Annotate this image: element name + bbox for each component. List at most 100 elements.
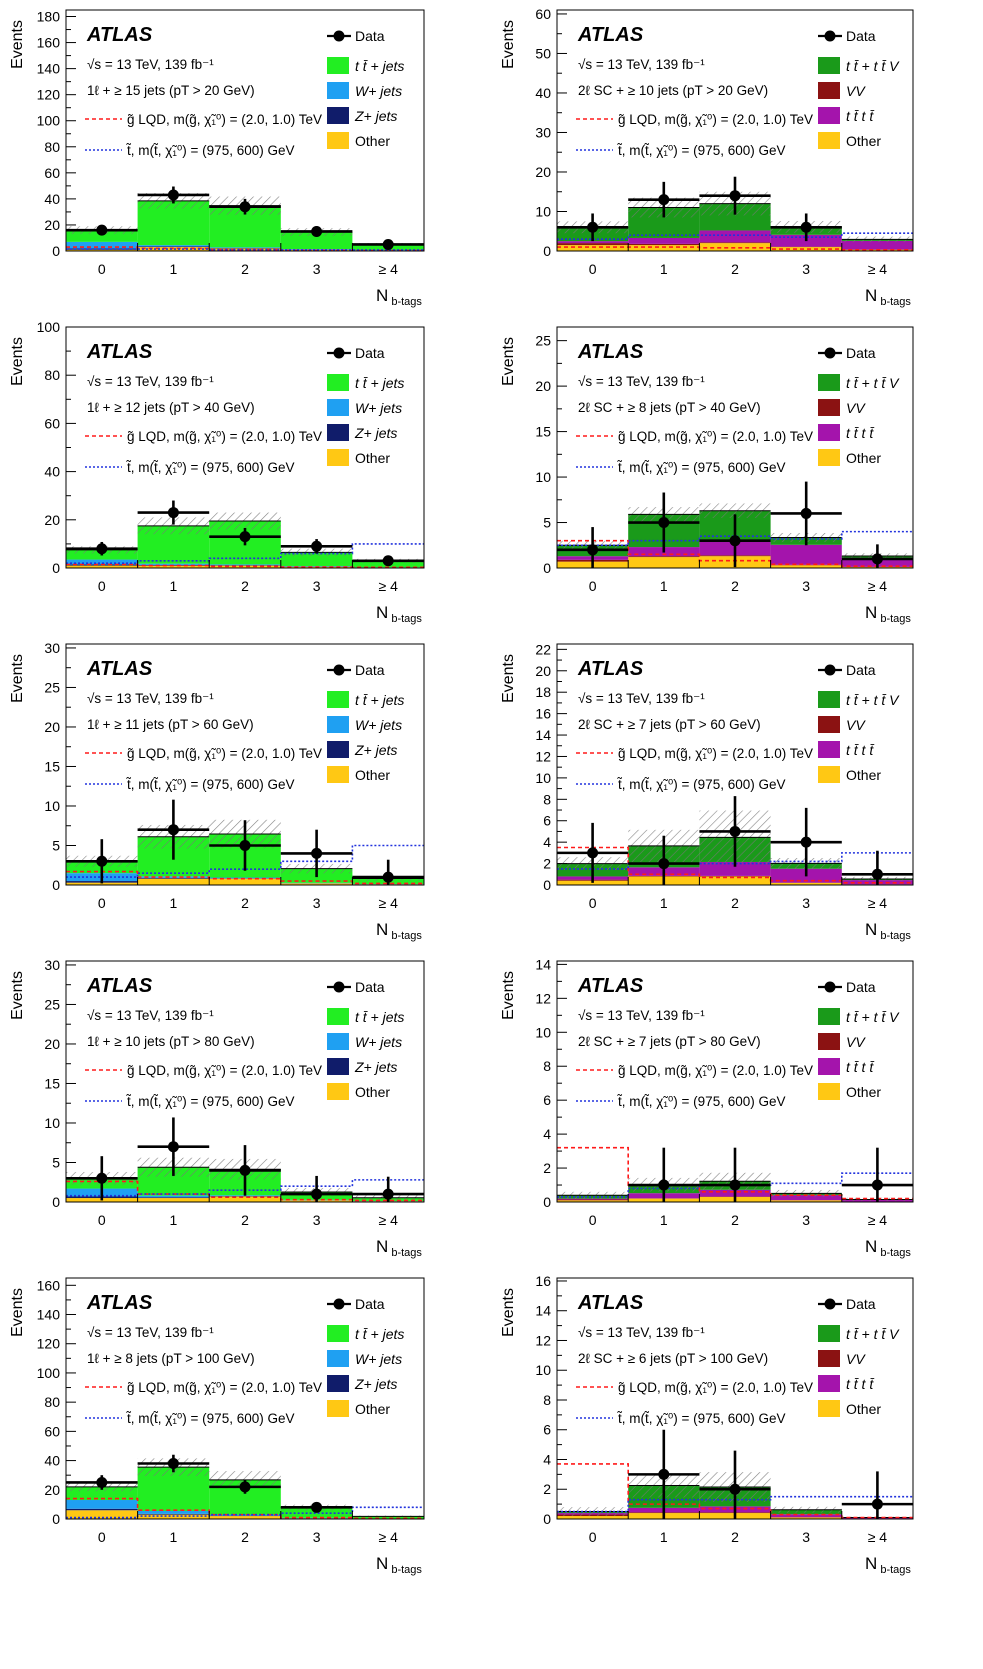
data-point	[311, 1501, 323, 1513]
y-tick-label: 120	[37, 87, 61, 103]
bar-w_jets	[137, 1195, 210, 1198]
y-tick-label: 80	[44, 1394, 60, 1410]
legend-label-z_jets: Z+ jets	[354, 1376, 397, 1392]
x-tick-label: 2	[731, 578, 739, 594]
y-tick-label: 4	[543, 834, 551, 850]
bar-other	[770, 1517, 842, 1519]
y-axis-label: Events	[500, 1288, 517, 1337]
legend-swatch-tttt	[818, 107, 840, 124]
energy-lumi-label: √s = 13 TeV, 139 fb⁻¹	[87, 1008, 214, 1023]
x-tick-label: 2	[241, 1529, 249, 1545]
legend-stop-label: t̃, m(t̃, χ̃₁⁰) = (975, 600) GeV	[617, 143, 786, 158]
x-axis-label-sub: b-tags	[877, 1247, 911, 1259]
legend-swatch-other	[818, 766, 840, 783]
x-axis-label: N b-tags	[376, 1554, 422, 1576]
bar-tttt	[770, 1514, 842, 1518]
bar-other	[209, 1516, 281, 1519]
bar-w_jets	[137, 563, 210, 565]
y-tick-label: 100	[37, 1365, 61, 1381]
legend-label-vv: VV	[846, 717, 866, 733]
legend-swatch-other	[327, 132, 349, 149]
y-tick-label: 14	[535, 727, 551, 743]
x-tick-label: 1	[660, 261, 668, 277]
x-tick-label: 0	[98, 261, 106, 277]
gluino-signal-line	[66, 1497, 424, 1520]
plot-frame	[65, 1277, 425, 1520]
bar-z_jets	[137, 1197, 210, 1199]
legend-label-w_jets: W+ jets	[355, 1034, 402, 1050]
data-point	[239, 1481, 251, 1493]
legend-swatch-vv	[818, 82, 840, 99]
data-point	[800, 836, 812, 848]
y-axis-label: Events	[500, 971, 517, 1020]
legend-label-other: Other	[846, 450, 881, 466]
legend-gluino-label: g̃ LQD, m(g̃, χ̃₁⁰) = (2.0, 1.0) TeV	[618, 1063, 813, 1078]
data-point	[167, 1457, 179, 1469]
bar-w_jets	[66, 1500, 138, 1509]
legend-data-marker	[824, 347, 836, 359]
x-tick-label: 0	[98, 578, 106, 594]
bar-ttbar_jets	[280, 232, 353, 250]
x-tick-label: 0	[589, 261, 597, 277]
legend-label-w_jets: W+ jets	[355, 1351, 402, 1367]
x-axis-label: N b-tags	[376, 286, 422, 308]
bar-other	[137, 565, 210, 568]
legend-label-other: Other	[355, 450, 390, 466]
x-tick-label: 3	[313, 895, 321, 911]
y-tick-label: 10	[44, 1115, 60, 1131]
bar-vv	[628, 243, 700, 246]
bar-other	[628, 557, 700, 568]
data-point	[382, 871, 394, 883]
legend-stop-label: t̃, m(t̃, χ̃₁⁰) = (975, 600) GeV	[617, 1094, 786, 1109]
legend-data-marker	[333, 981, 345, 993]
legend-label-other: Other	[846, 1401, 881, 1417]
legend-swatch-ttbar_jets	[327, 57, 349, 74]
y-tick-label: 40	[44, 1453, 60, 1469]
y-tick-label: 20	[44, 719, 60, 735]
data-point	[167, 1141, 179, 1153]
data-point	[658, 858, 670, 870]
data-point	[729, 190, 741, 202]
y-tick-label: 0	[52, 560, 60, 576]
bar-w_jets	[66, 241, 138, 249]
data-point	[167, 507, 179, 519]
legend-data-label: Data	[846, 1296, 876, 1312]
y-tick-label: 0	[52, 877, 60, 893]
y-tick-label: 20	[535, 164, 551, 180]
y-tick-label: 80	[44, 367, 60, 383]
data-point	[729, 1483, 741, 1495]
data-point	[729, 825, 741, 837]
legend-swatch-w_jets	[327, 1350, 349, 1367]
bar-other	[209, 248, 281, 251]
energy-lumi-label: √s = 13 TeV, 139 fb⁻¹	[578, 374, 705, 389]
panel-5: 0 5 10 15 20 25 30 Events 0 1 2 3 ≥ 4 N b-tags ATLAS √s…	[9, 640, 425, 942]
bar-z_jets	[137, 877, 210, 879]
x-tick-label: 0	[589, 1212, 597, 1228]
y-tick-label: 0	[52, 1194, 60, 1210]
y-tick-label: 4	[543, 1451, 551, 1467]
x-tick-label: 1	[660, 1212, 668, 1228]
y-tick-label: 40	[44, 191, 60, 207]
legend-label-tttt: t t̄ t t̄	[846, 1376, 874, 1392]
legend-swatch-other	[818, 132, 840, 149]
y-tick-label: 140	[37, 61, 61, 77]
bar-other	[280, 883, 353, 885]
y-tick-label: 60	[44, 1423, 60, 1439]
selection-label: 1ℓ + ≥ 8 jets (pT > 100 GeV)	[87, 1351, 255, 1366]
y-tick-label: 18	[535, 684, 551, 700]
legend-label-other: Other	[355, 133, 390, 149]
legend-swatch-tttt	[818, 741, 840, 758]
x-tick-label: 3	[802, 1212, 810, 1228]
bar-w_jets	[209, 564, 281, 566]
y-tick-label: 20	[535, 663, 551, 679]
y-tick-label: 4	[543, 1126, 551, 1142]
legend-swatch-z_jets	[327, 1375, 349, 1392]
legend-stop-label: t̃, m(t̃, χ̃₁⁰) = (975, 600) GeV	[617, 777, 786, 792]
bar-other	[557, 1516, 629, 1519]
y-tick-label: 14	[535, 956, 551, 972]
bar-z_jets	[137, 246, 210, 248]
y-axis-label: Events	[9, 1288, 26, 1337]
x-axis-label-sub: b-tags	[388, 930, 422, 942]
x-axis-label-sub: b-tags	[877, 1564, 911, 1576]
